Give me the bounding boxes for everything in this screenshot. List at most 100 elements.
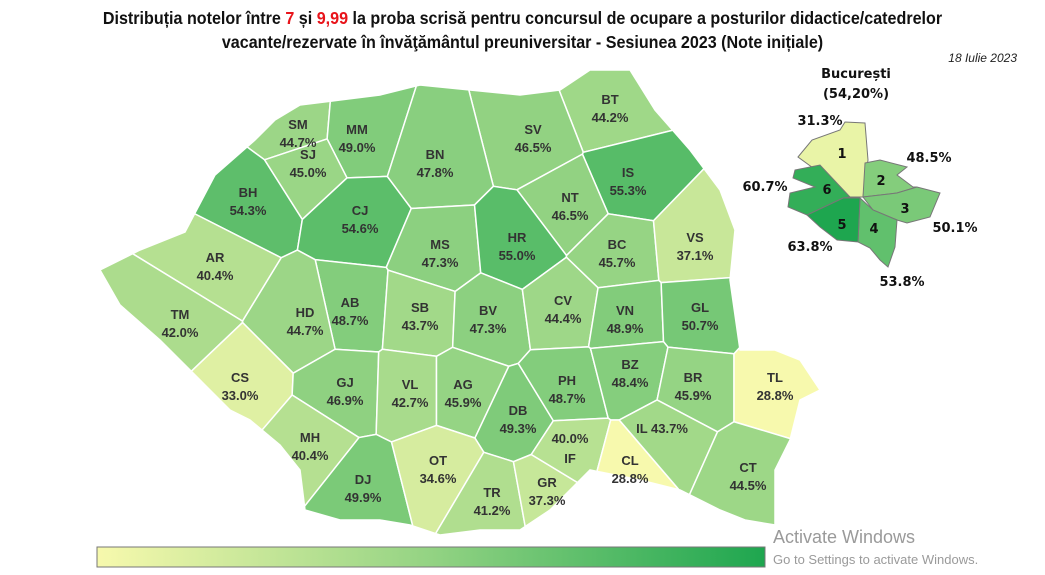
county-value: 43.7% [402, 318, 439, 333]
sector-value: 60.7% [742, 180, 787, 195]
county-value: 40.4% [292, 448, 329, 463]
county-value: 34.6% [420, 471, 457, 486]
county-value: 47.3% [470, 321, 507, 336]
color-scale-bar [96, 546, 766, 568]
county-value: 28.8% [612, 471, 649, 486]
title-text: și [294, 8, 317, 28]
county-code: VL [402, 377, 419, 392]
county-code: SV [524, 122, 542, 137]
county-code: BH [239, 185, 258, 200]
title-line2: vacante/rezervate în învăţământul preuni… [221, 32, 824, 52]
county-code: GR [537, 475, 557, 490]
county-code: MS [430, 237, 450, 252]
county-value: 48.4% [612, 375, 649, 390]
county-code: BZ [621, 357, 638, 372]
county-value: 28.8% [757, 388, 794, 403]
county-code: TR [483, 485, 501, 500]
county-value: 42.0% [162, 325, 199, 340]
county-code: MH [300, 430, 320, 445]
date: 18 Iulie 2023 [948, 51, 1017, 65]
sector-value: 50.1% [932, 221, 977, 236]
county-value: 48.7% [549, 391, 586, 406]
county-code: SJ [300, 147, 316, 162]
county-code: CJ [352, 203, 369, 218]
county-value: 45.7% [599, 255, 636, 270]
county-value: 48.7% [332, 313, 369, 328]
county-tl [733, 346, 822, 440]
county-code: HD [296, 305, 315, 320]
sector-value: 53.8% [879, 275, 924, 290]
county-code: AB [341, 295, 360, 310]
county-code: CL [621, 453, 638, 468]
county-value: 44.4% [545, 311, 582, 326]
county-code: TM [171, 307, 190, 322]
county-code: SB [411, 300, 429, 315]
county-value: 47.8% [417, 165, 454, 180]
county-value: 47.3% [422, 255, 459, 270]
county-code: CV [554, 293, 572, 308]
county-code: DJ [355, 472, 372, 487]
county-value: 44.5% [730, 478, 767, 493]
county-label: 40.0% IF [552, 431, 589, 466]
county-code: VS [686, 230, 704, 245]
sector-4 [857, 196, 898, 268]
sector-6 [787, 164, 852, 216]
sector-number: 4 [869, 222, 878, 237]
sector-value: 31.3% [797, 114, 842, 129]
county-code: SM [288, 117, 308, 132]
watermark: Activate Windows [773, 527, 916, 547]
county-code: GL [691, 300, 709, 315]
county-code: PH [558, 373, 576, 388]
county-value: 54.6% [342, 221, 379, 236]
sector-number: 6 [822, 183, 831, 198]
county-value: 45.9% [675, 388, 712, 403]
sector-number: 5 [837, 218, 846, 233]
county-code: BN [426, 147, 445, 162]
county-value: 46.9% [327, 393, 364, 408]
county-value: 46.5% [552, 208, 589, 223]
county-value: 55.3% [610, 183, 647, 198]
sector-value: 63.8% [787, 240, 832, 255]
county-value: 49.9% [345, 490, 382, 505]
bucharest-total: (54,20%) [823, 87, 889, 102]
county-code: IS [622, 165, 635, 180]
sector-number: 3 [900, 202, 909, 217]
county-gl [660, 276, 741, 355]
county-label: IL 43.7% [636, 421, 688, 436]
county-value: 40.4% [197, 268, 234, 283]
county-code: TL [767, 370, 783, 385]
bucharest-title: București [821, 67, 891, 82]
county-code: AR [206, 250, 225, 265]
title-low: 7 [285, 8, 295, 28]
county-code: DB [509, 403, 528, 418]
county-value: 44.7% [287, 323, 324, 338]
county-code: BR [684, 370, 703, 385]
county-value: 49.0% [339, 140, 376, 155]
county-dj [303, 433, 414, 528]
county-tr [434, 451, 527, 536]
sector-value: 48.5% [906, 151, 951, 166]
county-code: VN [616, 303, 634, 318]
county-value: 42.7% [392, 395, 429, 410]
county-value: 55.0% [499, 248, 536, 263]
map-title: Distribuția notelor între 7 și 9,99 la p… [42, 6, 1003, 54]
county-code: HR [508, 230, 527, 245]
title-text: Distribuția notelor între [102, 8, 286, 28]
county-code: AG [453, 377, 473, 392]
county-code: BT [601, 92, 618, 107]
sector-number: 2 [876, 174, 885, 189]
county-code: BV [479, 303, 497, 318]
county-code: NT [561, 190, 578, 205]
county-value: 44.2% [592, 110, 629, 125]
county-code: GJ [336, 375, 353, 390]
title-text: la proba scrisă pentru concursul de ocup… [348, 8, 943, 28]
county-value: 37.1% [677, 248, 714, 263]
county-ct [688, 420, 792, 526]
county-value: 41.2% [474, 503, 511, 518]
county-value: 37.3% [529, 493, 566, 508]
county-code: MM [346, 122, 368, 137]
county-code: CS [231, 370, 249, 385]
sector-number: 1 [837, 147, 846, 162]
county-value: 44.7% [280, 135, 317, 150]
